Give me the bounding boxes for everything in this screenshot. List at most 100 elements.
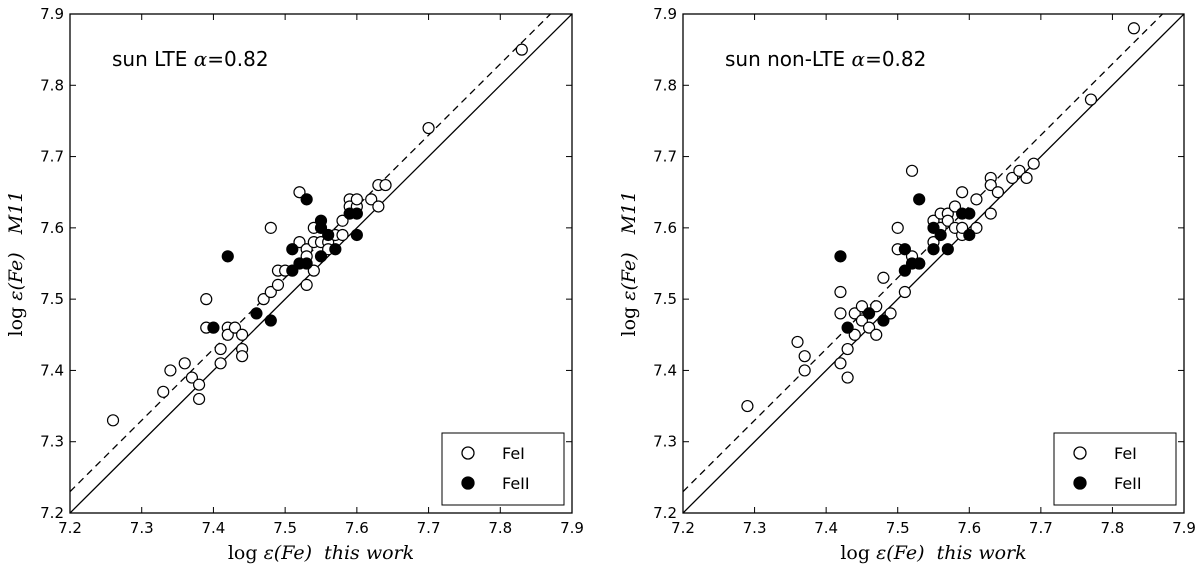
data-point-FeII <box>314 250 328 263</box>
data-point-FeII <box>927 243 940 256</box>
data-point-FeI <box>293 186 306 199</box>
data-point-FeI <box>1013 164 1026 177</box>
data-point-FeI <box>848 307 861 320</box>
data-point-FeI <box>891 221 904 234</box>
annotation-text: sun LTE <box>112 47 194 71</box>
annotation-alpha: α <box>194 47 208 71</box>
x-tick-label: 7.5 <box>273 519 297 537</box>
data-point-FeII <box>264 314 277 327</box>
one-to-one-line <box>70 14 572 513</box>
series-FeII <box>834 193 976 334</box>
data-point-FeII <box>913 257 926 270</box>
data-point-FeII <box>963 207 976 220</box>
data-point-FeI <box>365 193 378 206</box>
data-point-FeI <box>841 371 854 384</box>
plot-frame <box>682 13 1185 514</box>
data-point-FeI <box>984 178 997 192</box>
y-tick-label: 7.9 <box>40 5 64 23</box>
data-point-FeI <box>228 321 242 334</box>
x-tick-label: 7.4 <box>814 519 838 537</box>
data-point-FeII <box>286 264 299 277</box>
x-tick-label: 7.6 <box>957 519 981 537</box>
legend-marker-FeII <box>461 476 475 490</box>
data-point-FeI <box>970 193 983 206</box>
chart-panel-1: 7.2 7.3 7.4 7.5 7.6 7.7 7.8 7.9 7.2 7.3 7.4 7.5 7.6 7… <box>5 5 584 564</box>
data-point-FeII <box>927 221 940 234</box>
data-point-FeI <box>264 285 277 299</box>
data-point-FeII <box>314 214 328 227</box>
data-point-FeI <box>422 121 435 135</box>
y-tick-label: 7.2 <box>653 504 677 522</box>
data-point-FeI <box>855 300 869 313</box>
data-point-FeII <box>834 250 847 263</box>
y-tick-label: 7.4 <box>653 361 677 379</box>
y-tick-label: 7.3 <box>40 433 64 451</box>
data-point-FeII <box>250 307 263 320</box>
data-point-FeII <box>963 228 976 242</box>
data-point-FeII <box>322 228 335 242</box>
series-FeII <box>207 193 363 334</box>
y-tick-label: 7.6 <box>653 219 677 237</box>
chart-annotation: sun LTE α=0.82 <box>112 47 269 71</box>
data-point-FeI <box>1127 22 1141 35</box>
legend: FeI FeII <box>441 432 565 506</box>
y-tick-label: 7.8 <box>40 76 64 94</box>
x-tick-label: 7.9 <box>1172 519 1196 537</box>
data-point-FeI <box>855 314 869 327</box>
data-point-FeI <box>862 321 876 334</box>
data-point-FeI <box>515 43 528 56</box>
data-point-FeI <box>192 392 206 406</box>
data-point-FeI <box>178 357 191 370</box>
data-point-FeI <box>379 178 392 192</box>
legend-marker-FeI <box>1073 446 1087 460</box>
data-point-FeI <box>1020 171 1033 185</box>
legend-label-FeII: FeII <box>502 474 530 493</box>
data-point-FeII <box>350 207 363 220</box>
data-point-FeI <box>164 364 177 377</box>
x-tick-label: 7.2 <box>671 519 695 537</box>
data-point-FeI <box>898 285 911 299</box>
y-tick-label: 7.7 <box>653 148 677 166</box>
series-FeI <box>741 22 1141 413</box>
data-point-FeII <box>862 307 876 320</box>
data-point-FeI <box>200 293 213 306</box>
data-point-FeI <box>106 414 120 427</box>
y-tick-label: 7.3 <box>653 433 677 451</box>
x-tick-label: 7.8 <box>1100 519 1124 537</box>
data-point-FeI <box>884 307 897 320</box>
y-tick-label: 7.5 <box>40 290 64 308</box>
annotation-alpha: α <box>852 47 866 71</box>
data-point-FeI <box>834 307 847 320</box>
x-axis-label: log ε(Fe) this work <box>228 542 414 564</box>
annotation-value: =0.82 <box>207 47 268 71</box>
data-point-FeII <box>300 257 313 270</box>
data-point-FeII <box>934 228 947 242</box>
data-point-FeII <box>898 264 911 277</box>
x-tick-label: 7.6 <box>345 519 369 537</box>
data-point-FeI <box>1084 93 1098 106</box>
x-tick-label: 7.7 <box>417 519 441 537</box>
data-point-FeII <box>286 243 299 256</box>
y-axis-label: log ε(Fe) M11 <box>618 191 640 337</box>
x-tick-label: 7.4 <box>201 519 225 537</box>
annotation-text: sun non-LTE <box>725 47 852 71</box>
data-point-FeI <box>214 342 227 356</box>
data-point-FeII <box>841 321 854 334</box>
data-point-FeI <box>192 378 206 391</box>
legend-label-FeI: FeI <box>1114 444 1137 463</box>
data-point-FeI <box>1006 171 1019 185</box>
data-point-FeI <box>157 385 170 398</box>
y-tick-label: 7.6 <box>40 219 64 237</box>
legend-label-FeII: FeII <box>1114 474 1142 493</box>
data-point-FeI <box>221 328 234 341</box>
data-point-FeI <box>236 328 249 341</box>
data-point-FeI <box>834 357 847 370</box>
legend-marker-FeI <box>461 446 475 460</box>
y-tick-label: 7.7 <box>40 148 64 166</box>
x-tick-label: 7.5 <box>886 519 910 537</box>
data-point-FeI <box>300 278 313 291</box>
chart-panel-2: 7.2 7.3 7.4 7.5 7.6 7.7 7.8 7.9 7.2 7.3 7.4 7.5 7.6 7… <box>618 5 1196 564</box>
data-point-FeI <box>307 264 320 277</box>
y-tick-label: 7.2 <box>40 504 64 522</box>
